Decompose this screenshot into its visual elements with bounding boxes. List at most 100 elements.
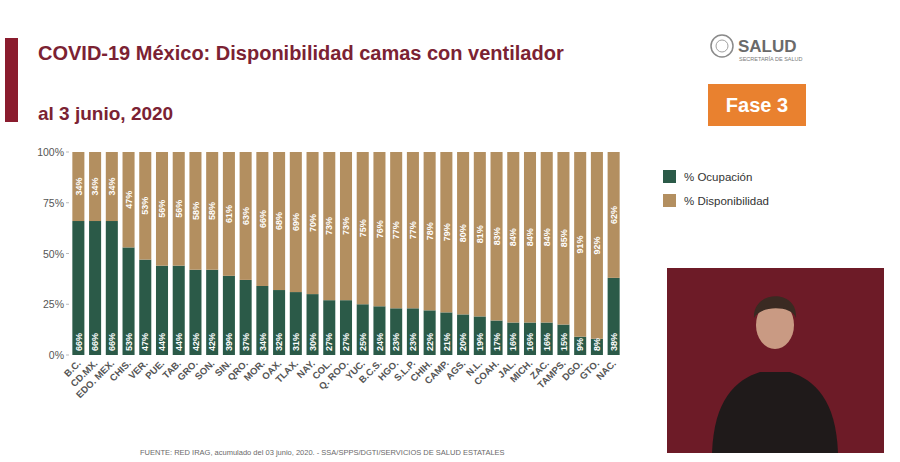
data-label: 44% (174, 333, 184, 351)
logo-emblem-inner (716, 40, 728, 52)
bar (574, 337, 586, 355)
data-label: 91% (575, 235, 585, 253)
data-label: 30% (308, 333, 318, 351)
background (0, 0, 900, 462)
bar (189, 270, 201, 355)
bar (223, 276, 235, 355)
data-label: 75% (358, 219, 368, 237)
badge: Fase 3 (726, 94, 788, 116)
data-label: 84% (542, 228, 552, 246)
bar (206, 152, 218, 270)
bar (541, 152, 553, 323)
bar (407, 152, 419, 308)
bar (340, 152, 352, 300)
data-label: 34% (90, 178, 100, 196)
data-label: 84% (525, 228, 535, 246)
bar (340, 300, 352, 355)
data-label: 66% (107, 333, 117, 351)
bar (390, 308, 402, 355)
bar (491, 152, 503, 320)
bar (290, 152, 302, 292)
bar (457, 152, 469, 314)
legend-swatch (663, 194, 676, 207)
bar (106, 221, 118, 355)
bar (507, 152, 519, 323)
data-label: 78% (425, 222, 435, 240)
bar (223, 152, 235, 276)
data-label: 9% (575, 338, 585, 351)
bar (591, 339, 603, 355)
data-label: 16% (508, 333, 518, 351)
data-label: 70% (308, 214, 318, 232)
data-label: 32% (274, 333, 284, 351)
bar (290, 292, 302, 355)
legend-label: % Ocupación (684, 171, 752, 183)
video-figure (712, 372, 838, 453)
data-label: 39% (224, 333, 234, 351)
bar (424, 310, 436, 355)
bar (457, 314, 469, 355)
bar (173, 152, 185, 266)
accent-bar (5, 38, 18, 122)
source: FUENTE: RED IRAG, acumulado del 03 junio… (140, 448, 505, 457)
data-label: 34% (74, 178, 84, 196)
data-label: 27% (341, 333, 351, 351)
y-tick (66, 152, 69, 153)
data-label: 66% (90, 333, 100, 351)
data-label: 38% (609, 333, 619, 351)
bar (591, 152, 603, 339)
bar (307, 294, 319, 355)
video-figure-hair (754, 296, 796, 318)
legend-label: % Disponibilidad (684, 195, 769, 207)
bar (323, 300, 335, 355)
data-label: 79% (442, 223, 452, 241)
data-label: 73% (341, 217, 351, 235)
x-tick-label: NAC. (594, 358, 618, 382)
data-label: 81% (475, 225, 485, 243)
y-tick (66, 202, 69, 203)
data-label: 34% (107, 178, 117, 196)
y-tick (66, 253, 69, 254)
bar (240, 152, 252, 280)
bar (106, 152, 118, 221)
badge-box (708, 84, 806, 126)
data-label: 8% (592, 338, 602, 351)
data-label: 21% (442, 333, 452, 351)
data-label: 47% (124, 191, 134, 209)
data-label: 16% (542, 333, 552, 351)
bar (524, 323, 536, 355)
logo-text: SALUD (738, 37, 797, 56)
bar (440, 152, 452, 312)
data-label: 58% (207, 202, 217, 220)
bar (273, 290, 285, 355)
data-label: 22% (425, 333, 435, 351)
data-label: 25% (358, 333, 368, 351)
data-label: 17% (492, 333, 502, 351)
bar (524, 152, 536, 323)
bar (424, 152, 436, 310)
bar (256, 152, 268, 286)
bar (256, 286, 268, 355)
y-tick-label: 25% (43, 298, 64, 310)
logo-emblem (711, 35, 733, 57)
data-label: 56% (174, 200, 184, 218)
bar (323, 152, 335, 300)
bar (440, 312, 452, 355)
bar (89, 152, 101, 221)
bar (474, 316, 486, 355)
subtitle: al 3 junio, 2020 (38, 103, 173, 124)
data-label: 84% (508, 228, 518, 246)
data-labels: 66%34%66%34%66%34%53%47%47%53%44%56%44%5… (74, 178, 619, 351)
bar (72, 221, 84, 355)
bar (373, 306, 385, 355)
data-label: 58% (191, 202, 201, 220)
bar (557, 152, 569, 325)
data-label: 73% (324, 217, 334, 235)
data-label: 23% (408, 333, 418, 351)
data-label: 27% (324, 333, 334, 351)
bar (357, 304, 369, 355)
bar (357, 152, 369, 304)
bar (574, 152, 586, 337)
data-label: 15% (559, 333, 569, 351)
bar (139, 260, 151, 355)
